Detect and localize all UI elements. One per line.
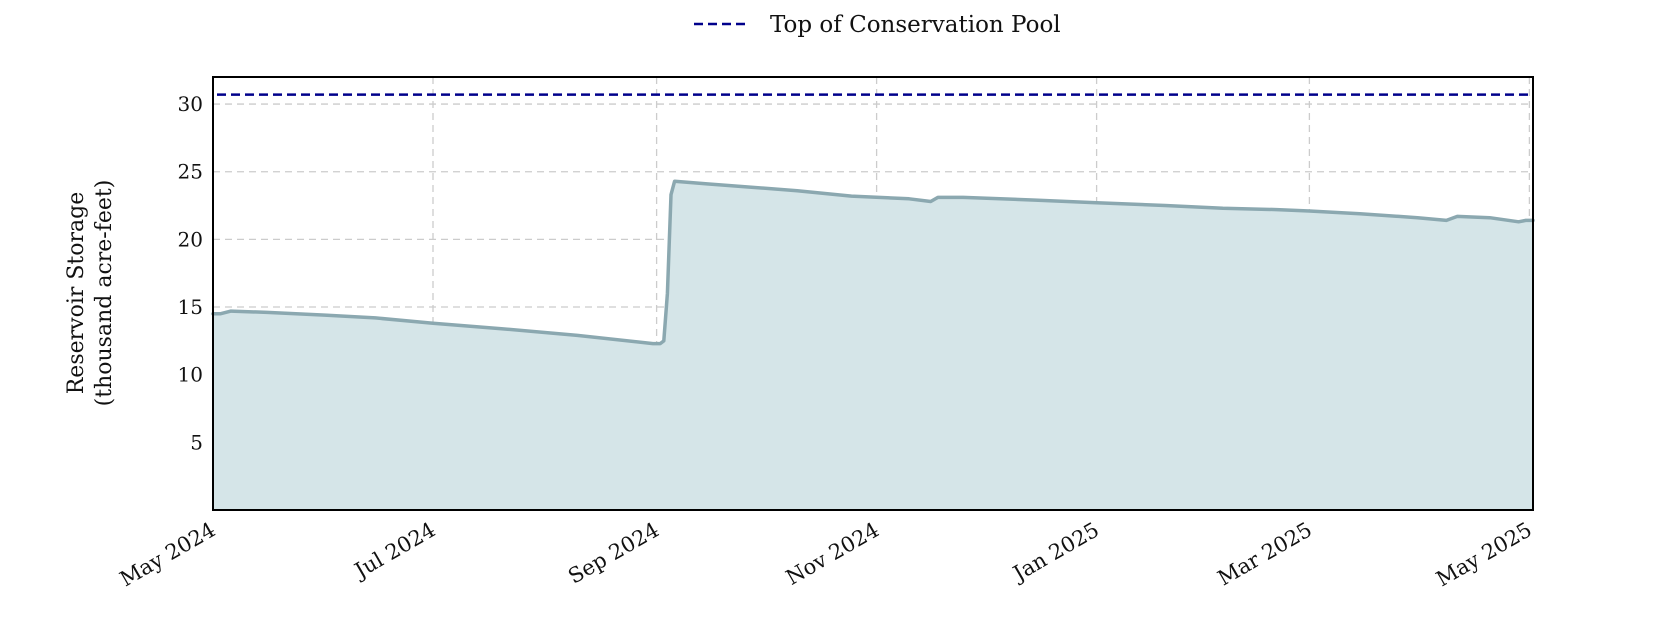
storage-line [211, 179, 1535, 346]
y-tick-label: 15 [178, 295, 203, 319]
y-tick-label: 5 [190, 430, 203, 454]
area-layer [211, 179, 1535, 510]
y-axis-title: Reservoir Storage (thousand acre-feet) [64, 180, 117, 407]
x-axis: May 2024 Jul 2024 Sep 2024 Nov 2024 Jan 2025… [116, 518, 1536, 592]
legend-label-conservation-pool: Top of Conservation Pool [770, 12, 1061, 38]
x-tick-label: May 2024 [116, 518, 220, 592]
y-tick-label: 20 [178, 227, 203, 251]
x-tick-label: Mar 2025 [1214, 518, 1316, 591]
x-tick-label: May 2025 [1432, 518, 1536, 592]
y-axis: 5 10 15 20 25 30 [178, 92, 203, 454]
x-tick-label: Jan 2025 [1007, 518, 1103, 587]
x-tick-label: Nov 2024 [782, 518, 883, 590]
y-tick-label: 10 [178, 363, 203, 387]
y-axis-title-line2: (thousand acre-feet) [92, 180, 117, 407]
plot-frame [212, 76, 1534, 511]
y-tick-label: 25 [178, 160, 203, 184]
y-tick-label: 30 [178, 92, 203, 116]
x-tick-label: Jul 2024 [349, 518, 440, 584]
y-axis-title-line1: Reservoir Storage [64, 192, 89, 395]
storage-area-fill [213, 181, 1533, 510]
legend: Top of Conservation Pool [694, 12, 1061, 38]
x-tick-label: Sep 2024 [564, 518, 663, 589]
